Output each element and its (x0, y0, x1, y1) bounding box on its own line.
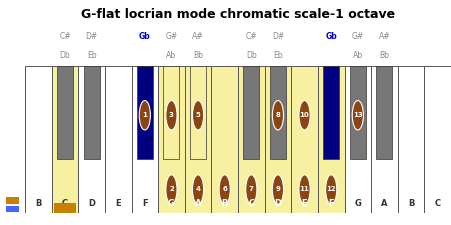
Text: 13: 13 (353, 112, 363, 118)
Bar (5, 197, 19, 204)
Text: C: C (435, 199, 441, 208)
Ellipse shape (219, 175, 230, 204)
Text: C#: C# (245, 32, 257, 41)
Text: A#: A# (379, 32, 390, 41)
Text: Ab: Ab (353, 51, 363, 60)
Ellipse shape (139, 101, 150, 130)
Text: 11: 11 (299, 187, 309, 192)
Ellipse shape (326, 175, 337, 204)
Text: Ab: Ab (166, 51, 176, 60)
Bar (371, 66, 398, 213)
Ellipse shape (272, 101, 284, 130)
Text: 5: 5 (196, 112, 200, 118)
Text: 9: 9 (276, 187, 281, 192)
Text: E: E (115, 199, 121, 208)
Ellipse shape (299, 175, 310, 204)
Text: 3: 3 (169, 112, 174, 118)
Ellipse shape (166, 101, 177, 130)
Bar (163, 66, 179, 159)
Text: basicmusictheory.com: basicmusictheory.com (10, 70, 14, 123)
Bar (185, 66, 212, 213)
Ellipse shape (352, 101, 364, 130)
Text: Db: Db (246, 51, 257, 60)
Bar (132, 66, 158, 213)
Text: D#: D# (85, 32, 98, 41)
Text: 7: 7 (249, 187, 254, 192)
Text: 12: 12 (327, 187, 336, 192)
Bar (54, 203, 76, 213)
Bar (78, 66, 105, 213)
Text: F: F (328, 199, 334, 208)
Text: G#: G# (352, 32, 364, 41)
Bar (5, 206, 19, 212)
Ellipse shape (166, 175, 177, 204)
Bar (377, 66, 392, 159)
Text: A: A (381, 199, 388, 208)
Text: G: G (168, 199, 175, 208)
Text: Eb: Eb (87, 51, 97, 60)
Bar (212, 66, 238, 213)
Bar (137, 66, 153, 159)
Text: Bb: Bb (379, 51, 389, 60)
Bar (51, 66, 78, 213)
Ellipse shape (299, 101, 310, 130)
Bar (323, 66, 339, 159)
Text: F: F (142, 199, 147, 208)
Text: 6: 6 (222, 187, 227, 192)
Bar (105, 66, 132, 213)
Text: 2: 2 (169, 187, 174, 192)
Text: G-flat locrian mode chromatic scale-1 octave: G-flat locrian mode chromatic scale-1 oc… (81, 7, 395, 20)
Text: D#: D# (272, 32, 284, 41)
Text: C: C (62, 199, 68, 208)
Text: C#: C# (59, 32, 71, 41)
Ellipse shape (272, 175, 284, 204)
Text: C: C (248, 199, 254, 208)
Text: 10: 10 (299, 112, 309, 118)
Bar (318, 66, 345, 213)
Bar (424, 66, 451, 213)
Text: D: D (275, 199, 281, 208)
Text: E: E (302, 199, 308, 208)
Bar (270, 66, 286, 159)
Text: Bb: Bb (193, 51, 203, 60)
Bar (265, 66, 291, 213)
Text: A#: A# (192, 32, 204, 41)
Bar (238, 66, 265, 213)
Text: 1: 1 (143, 112, 147, 118)
Text: 4: 4 (196, 187, 201, 192)
Bar (25, 66, 51, 213)
Bar (291, 66, 318, 213)
Bar (350, 66, 366, 159)
Text: D: D (88, 199, 95, 208)
Bar (57, 66, 73, 159)
Text: B: B (408, 199, 414, 208)
Text: B: B (35, 199, 41, 208)
Text: Db: Db (60, 51, 70, 60)
Text: G#: G# (166, 32, 178, 41)
Text: G: G (354, 199, 361, 208)
Text: Gb: Gb (139, 32, 151, 41)
Text: Eb: Eb (273, 51, 283, 60)
Bar (398, 66, 424, 213)
Text: B: B (221, 199, 228, 208)
Ellipse shape (246, 175, 257, 204)
Bar (345, 66, 371, 213)
Ellipse shape (193, 175, 204, 204)
Bar (190, 66, 206, 159)
Bar (244, 66, 259, 159)
Bar (83, 66, 100, 159)
Bar (158, 66, 185, 213)
Text: 8: 8 (276, 112, 281, 118)
Text: A: A (195, 199, 201, 208)
Ellipse shape (193, 101, 204, 130)
Text: Gb: Gb (325, 32, 337, 41)
